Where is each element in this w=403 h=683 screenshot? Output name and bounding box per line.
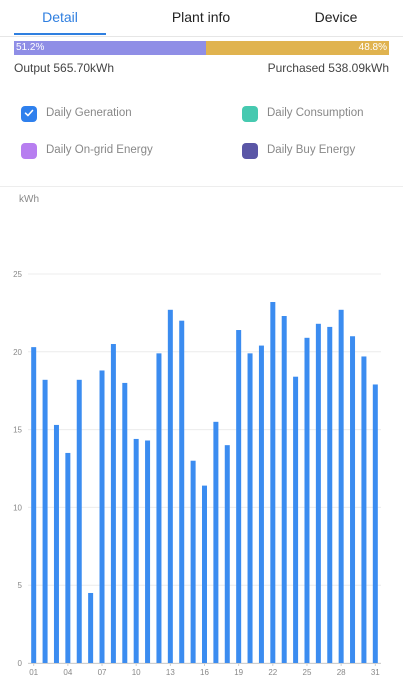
data-bar [133, 438, 139, 663]
data-bar [31, 347, 37, 663]
data-bar [213, 421, 219, 663]
on-grid-swatch-icon[interactable] [21, 143, 37, 159]
legend-daily-generation[interactable]: Daily Generation [21, 104, 181, 124]
data-bar [247, 353, 253, 663]
checkbox-checked-icon[interactable] [21, 106, 37, 122]
consumption-swatch-icon[interactable] [242, 106, 258, 122]
y-tick-label: 15 [13, 426, 22, 435]
active-tab-indicator [14, 33, 106, 35]
y-tick-label: 0 [18, 659, 23, 668]
x-tick-label: 31 [371, 668, 380, 677]
x-tick-label: 16 [200, 668, 209, 677]
y-tick-label: 20 [13, 348, 22, 357]
data-bar [224, 445, 230, 663]
tab-bar: Detail Plant info Device [0, 0, 403, 37]
checkmark-icon [24, 109, 34, 117]
data-bar [304, 337, 310, 663]
legend-daily-on-grid-energy[interactable]: Daily On-grid Energy [21, 141, 191, 161]
data-bar [76, 379, 82, 663]
y-tick-label: 5 [18, 581, 23, 590]
data-bar [315, 323, 321, 663]
purchased-total: Purchased 538.09kWh [267, 61, 389, 75]
data-bar [53, 424, 59, 663]
data-bar [327, 326, 333, 663]
y-axis-unit: kWh [19, 194, 39, 205]
data-bar [42, 379, 48, 663]
tab-detail[interactable]: Detail [42, 9, 78, 25]
energy-ratio-bar: 51.2% 48.8% [14, 41, 389, 55]
y-tick-label: 10 [13, 503, 22, 512]
data-bar [122, 382, 128, 663]
legend-label: Daily Consumption [267, 107, 364, 119]
buy-energy-swatch-icon[interactable] [242, 143, 258, 159]
tab-plant-info[interactable]: Plant info [171, 9, 231, 25]
data-bar [281, 316, 287, 663]
x-tick-label: 04 [63, 668, 72, 677]
purchased-ratio-segment: 48.8% [206, 41, 389, 55]
data-bar [65, 452, 71, 663]
legend-label: Daily Buy Energy [267, 144, 356, 156]
data-bar [202, 485, 207, 663]
legend-daily-buy-energy[interactable]: Daily Buy Energy [242, 141, 392, 161]
data-bar [338, 309, 344, 663]
data-bar [110, 344, 116, 663]
x-tick-label: 28 [337, 668, 346, 677]
data-bar [350, 336, 356, 663]
data-bar [372, 384, 378, 663]
output-ratio-segment: 51.2% [14, 41, 206, 55]
data-bar [361, 356, 367, 663]
tab-device[interactable]: Device [314, 9, 358, 25]
data-bar [167, 309, 173, 663]
data-bar [88, 592, 94, 663]
output-total: Output 565.70kWh [14, 61, 115, 75]
data-bar [179, 320, 185, 663]
data-bar [293, 376, 299, 663]
data-bar [258, 345, 264, 663]
data-bar [190, 460, 196, 663]
section-divider [0, 186, 403, 187]
legend-daily-consumption[interactable]: Daily Consumption [242, 104, 392, 124]
x-tick-label: 10 [132, 668, 141, 677]
x-tick-label: 19 [234, 668, 243, 677]
data-bar [156, 353, 162, 663]
legend-label: Daily On-grid Energy [46, 144, 153, 156]
data-bar [236, 330, 242, 663]
x-tick-label: 01 [29, 668, 38, 677]
legend-label: Daily Generation [46, 107, 132, 119]
x-tick-label: 07 [98, 668, 107, 677]
x-tick-label: 25 [303, 668, 312, 677]
x-tick-label: 13 [166, 668, 175, 677]
data-bar [145, 440, 151, 663]
data-bar [270, 302, 276, 663]
x-tick-label: 22 [268, 668, 277, 677]
y-tick-label: 25 [13, 270, 22, 279]
data-bar [99, 370, 105, 663]
